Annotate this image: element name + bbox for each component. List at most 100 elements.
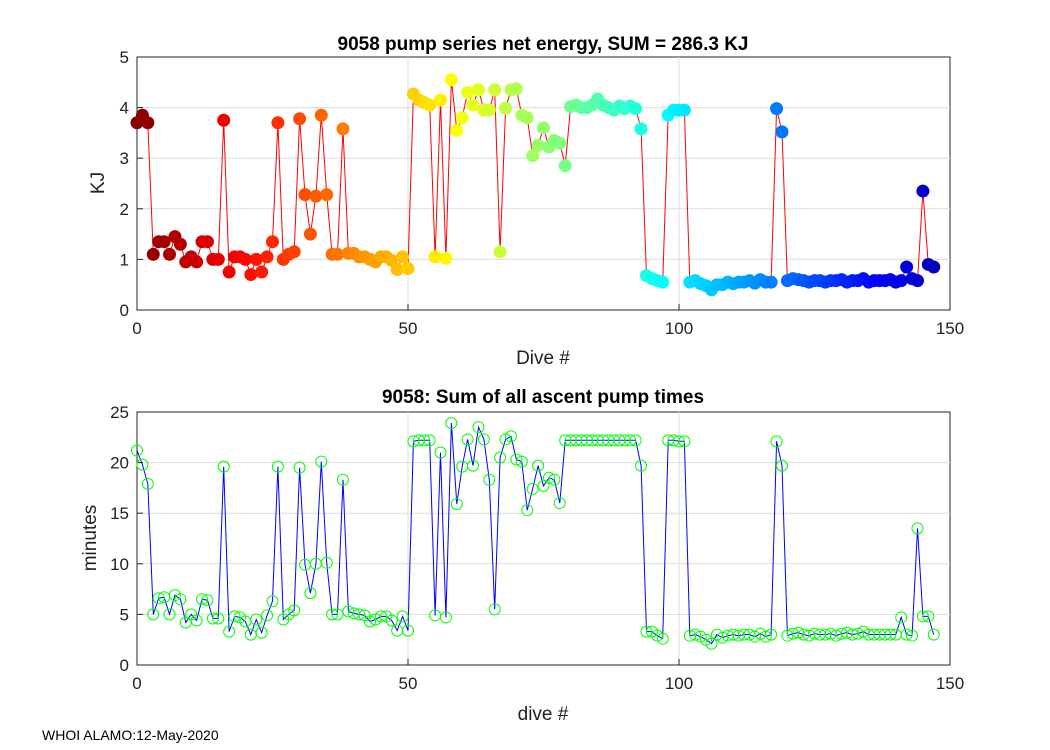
pump-time-point	[792, 626, 805, 639]
pump-time-point	[396, 610, 409, 623]
energy-axis-ticks: 0 50 100 150 0 1 2 3 4 5	[120, 48, 965, 338]
energy-point	[163, 247, 177, 261]
pump-time-point	[624, 434, 637, 447]
energy-point	[146, 247, 160, 261]
pump-time-point	[504, 430, 517, 443]
pump-time-point	[288, 604, 301, 617]
pump-time-point	[906, 629, 919, 642]
energy-point	[520, 111, 534, 125]
pump-time-point	[510, 453, 523, 466]
pump-time-point	[434, 446, 447, 459]
energy-y-tick-label: 2	[120, 200, 129, 219]
energy-point	[455, 111, 469, 125]
energy-point	[260, 250, 274, 264]
pump-time-point	[326, 608, 339, 621]
energy-point	[461, 85, 475, 99]
pump-time-point	[315, 455, 328, 468]
energy-point	[558, 159, 572, 173]
energy-point	[450, 123, 464, 137]
energy-point	[553, 136, 567, 150]
pump-time-point	[201, 594, 214, 607]
energy-point	[916, 184, 930, 198]
energy-point	[190, 255, 204, 269]
pump-time-point	[521, 504, 534, 517]
pump-time-point	[472, 421, 485, 434]
energy-x-tick-label: 50	[399, 319, 418, 338]
pump-time-point	[526, 482, 539, 495]
pump-time-x-tick-label: 150	[936, 674, 964, 693]
pump-time-point	[353, 608, 366, 621]
pump-time-x-tick-label: 50	[399, 674, 418, 693]
pump-time-point	[418, 434, 431, 447]
pump-time-chart-title: 9058: Sum of all ascent pump times	[382, 387, 704, 408]
pump-time-point	[374, 610, 387, 623]
pump-time-x-tick-label: 0	[132, 674, 141, 693]
energy-x-tick-label: 0	[132, 319, 141, 338]
pump-time-plot-area	[136, 411, 951, 666]
energy-point	[910, 274, 924, 288]
energy-point	[677, 103, 691, 117]
pump-time-point	[884, 628, 897, 641]
pump-time-point	[656, 632, 669, 645]
pump-time-point	[190, 614, 203, 627]
energy-y-tick-label: 5	[120, 48, 129, 67]
energy-point	[331, 247, 345, 261]
pump-time-point	[147, 608, 160, 621]
pump-time-point	[537, 479, 550, 492]
energy-point	[293, 112, 307, 126]
pump-time-point	[131, 444, 143, 457]
footer-stamp: WHOI ALAMO:12-May-2020	[42, 727, 219, 743]
pump-time-point	[895, 611, 908, 624]
energy-plot-area	[136, 56, 951, 311]
pump-time-point	[320, 556, 333, 569]
pump-time-point	[206, 612, 219, 625]
pump-time-point	[765, 628, 778, 641]
energy-point	[309, 189, 323, 203]
energy-point	[471, 83, 485, 97]
pump-time-point	[423, 434, 436, 447]
energy-point	[211, 252, 225, 266]
pump-time-point	[445, 417, 458, 430]
pump-time-point	[461, 433, 474, 446]
energy-point	[390, 263, 404, 277]
pump-time-point	[402, 624, 414, 637]
pump-time-point	[228, 610, 241, 623]
energy-point	[439, 251, 453, 265]
energy-y-tick-label: 1	[120, 250, 129, 269]
energy-point	[499, 101, 513, 115]
energy-y-axis-label: KJ	[88, 172, 109, 194]
pump-time-point	[342, 605, 355, 618]
pump-time-point	[483, 473, 496, 486]
energy-point	[141, 116, 155, 130]
pump-time-point	[781, 629, 794, 642]
energy-point	[303, 227, 317, 241]
energy-point	[396, 250, 410, 264]
pump-time-point	[916, 610, 929, 623]
energy-y-tick-label: 0	[120, 301, 129, 320]
pump-time-point	[759, 630, 772, 643]
pump-time-point	[331, 608, 344, 621]
pump-time-point	[927, 628, 940, 641]
energy-point	[238, 252, 252, 266]
energy-point	[894, 274, 908, 288]
energy-point	[656, 275, 670, 289]
pump-time-point	[775, 459, 788, 472]
pump-time-point	[385, 614, 398, 627]
energy-point	[298, 188, 312, 202]
pump-time-point	[261, 609, 274, 622]
pump-time-x-axis-label: dive #	[518, 704, 569, 725]
pump-time-point	[770, 435, 783, 448]
energy-point	[255, 265, 269, 279]
pump-time-point	[515, 455, 528, 468]
pump-time-point	[911, 522, 924, 535]
pump-time-point	[450, 498, 463, 511]
energy-point	[314, 108, 328, 122]
energy-point	[466, 98, 480, 112]
pump-time-x-tick-label: 100	[665, 674, 693, 693]
energy-point	[482, 103, 496, 117]
pump-time-chart: 0 50 100 150 0 5 10 15 20 25 9058: Sum of all asc…	[80, 387, 964, 725]
pump-time-point	[174, 593, 187, 606]
energy-point	[764, 275, 778, 289]
pump-time-point	[830, 629, 843, 642]
